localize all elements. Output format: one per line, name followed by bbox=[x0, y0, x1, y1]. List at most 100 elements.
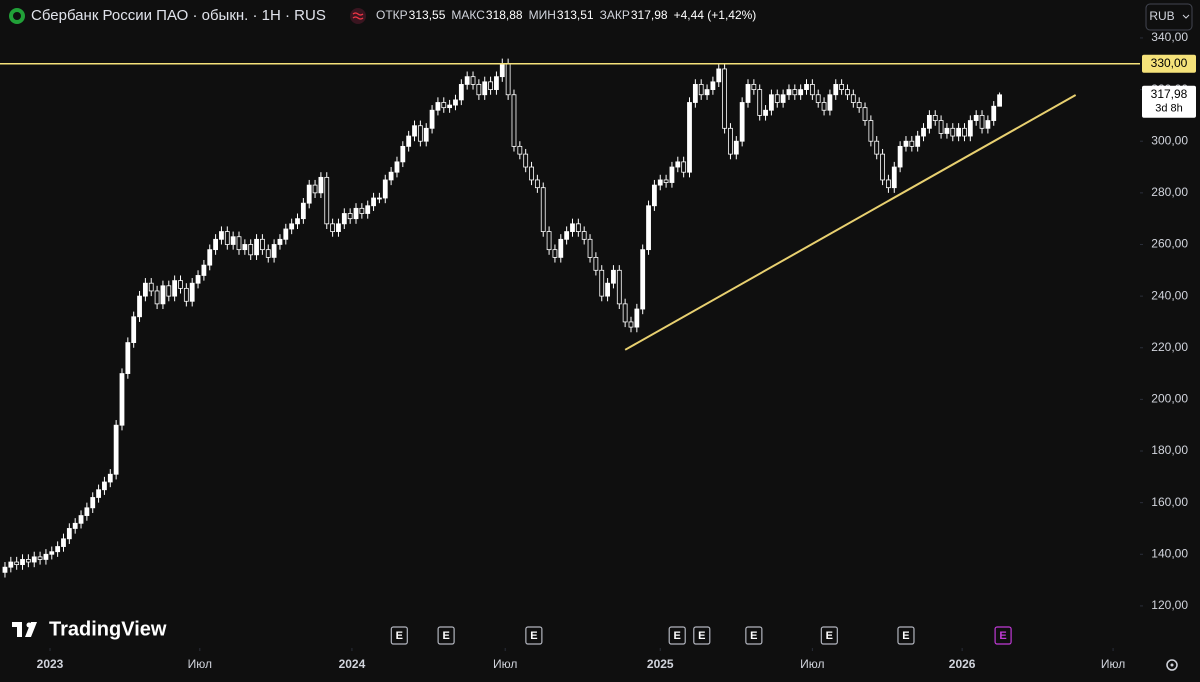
earnings-label: E bbox=[442, 630, 449, 642]
candle-body bbox=[903, 140, 909, 147]
candle-body bbox=[675, 161, 681, 168]
candle-body bbox=[201, 264, 207, 276]
earnings-marker bbox=[745, 626, 763, 645]
candle-body bbox=[769, 94, 774, 111]
candles bbox=[2, 58, 1002, 578]
candle-body bbox=[757, 89, 763, 116]
candle-body bbox=[932, 115, 938, 121]
candle-body bbox=[423, 127, 429, 142]
candle-body bbox=[944, 127, 950, 134]
candle-body bbox=[102, 481, 107, 491]
brand-logo-dot bbox=[26, 622, 32, 628]
candle-body bbox=[31, 556, 37, 563]
candle-body bbox=[55, 546, 61, 553]
candle-body bbox=[722, 68, 728, 129]
candle-body bbox=[219, 231, 224, 240]
candle-body bbox=[336, 223, 341, 232]
y-tick-label: 240,00 bbox=[1151, 288, 1188, 302]
candle-body bbox=[347, 213, 353, 220]
candle-body bbox=[546, 231, 552, 251]
brand: TradingView bbox=[12, 618, 167, 640]
candle-body bbox=[464, 76, 470, 85]
candle-body bbox=[850, 94, 856, 103]
candle-body bbox=[839, 84, 845, 90]
candle-body bbox=[605, 282, 610, 297]
y-tick-label: 200,00 bbox=[1151, 392, 1188, 406]
candle-body bbox=[991, 105, 997, 121]
candle-body bbox=[330, 223, 336, 232]
candle-body bbox=[388, 171, 394, 181]
candle-body bbox=[154, 290, 160, 305]
candle-body bbox=[657, 179, 663, 186]
earnings-marker bbox=[693, 626, 711, 645]
last-price-box bbox=[1142, 85, 1196, 118]
y-tick-label: 340,00 bbox=[1151, 30, 1188, 44]
candle-body bbox=[792, 89, 798, 96]
earnings-label: E bbox=[530, 630, 537, 642]
y-tick-label: 120,00 bbox=[1151, 598, 1188, 612]
candle-body bbox=[148, 282, 154, 292]
candle-body bbox=[540, 187, 546, 232]
candle-body bbox=[72, 522, 78, 529]
candle-body bbox=[640, 249, 646, 310]
candle-body bbox=[628, 321, 634, 328]
candle-body bbox=[470, 76, 476, 85]
exchange-icon bbox=[350, 8, 366, 24]
candle-body bbox=[581, 231, 587, 240]
candle-body bbox=[137, 295, 142, 318]
y-tick-label: 220,00 bbox=[1151, 340, 1188, 354]
x-tick-label: Июл bbox=[1101, 657, 1125, 671]
candle-body bbox=[962, 127, 967, 137]
candle-body bbox=[733, 140, 739, 155]
quote-value: 313,55 bbox=[409, 8, 446, 22]
candle-body bbox=[651, 184, 657, 207]
candle-body bbox=[681, 161, 687, 173]
candle-body bbox=[25, 559, 31, 563]
candle-body bbox=[575, 223, 581, 232]
candle-body bbox=[511, 94, 517, 147]
candle-body bbox=[119, 373, 125, 426]
candle-body bbox=[956, 127, 962, 137]
settings-icon[interactable] bbox=[1166, 659, 1178, 671]
currency-caret bbox=[1182, 14, 1190, 19]
earnings-label: E bbox=[826, 630, 833, 642]
candle-body bbox=[921, 127, 926, 137]
brand-name: TradingView bbox=[49, 618, 167, 640]
quote-value: 318,88 bbox=[486, 8, 523, 22]
candle-body bbox=[874, 140, 880, 155]
x-tick-label: 2025 bbox=[647, 657, 674, 671]
candle-body bbox=[909, 140, 915, 147]
candle-body bbox=[979, 115, 985, 129]
candle-body bbox=[43, 553, 49, 560]
candle-body bbox=[183, 287, 189, 302]
trend-line bbox=[624, 94, 1077, 351]
candle-body bbox=[593, 256, 599, 271]
candle-body bbox=[692, 84, 698, 103]
candle-body bbox=[821, 102, 827, 111]
candle-body bbox=[646, 205, 651, 251]
candle-body bbox=[815, 94, 821, 103]
candle-body bbox=[382, 179, 388, 199]
candle-body bbox=[394, 161, 400, 173]
candle-body bbox=[926, 115, 932, 129]
candle-body bbox=[260, 238, 265, 251]
candle-body bbox=[886, 179, 891, 189]
candle-body bbox=[271, 244, 277, 258]
candle-body bbox=[616, 269, 622, 305]
y-tick-label: 180,00 bbox=[1151, 443, 1188, 457]
candle-body bbox=[476, 84, 482, 96]
candle-body bbox=[113, 424, 119, 475]
candle-body bbox=[704, 89, 710, 96]
quote-label: МАКС bbox=[451, 8, 485, 22]
candle-body bbox=[804, 84, 809, 90]
currency-button[interactable] bbox=[1145, 3, 1193, 31]
candle-body bbox=[406, 135, 412, 147]
candle-body bbox=[745, 84, 751, 103]
candle-body bbox=[172, 280, 178, 297]
candle-body bbox=[441, 102, 447, 109]
candle-body bbox=[283, 228, 289, 240]
candle-body bbox=[49, 551, 55, 555]
settings-icon-dot bbox=[1170, 663, 1174, 667]
